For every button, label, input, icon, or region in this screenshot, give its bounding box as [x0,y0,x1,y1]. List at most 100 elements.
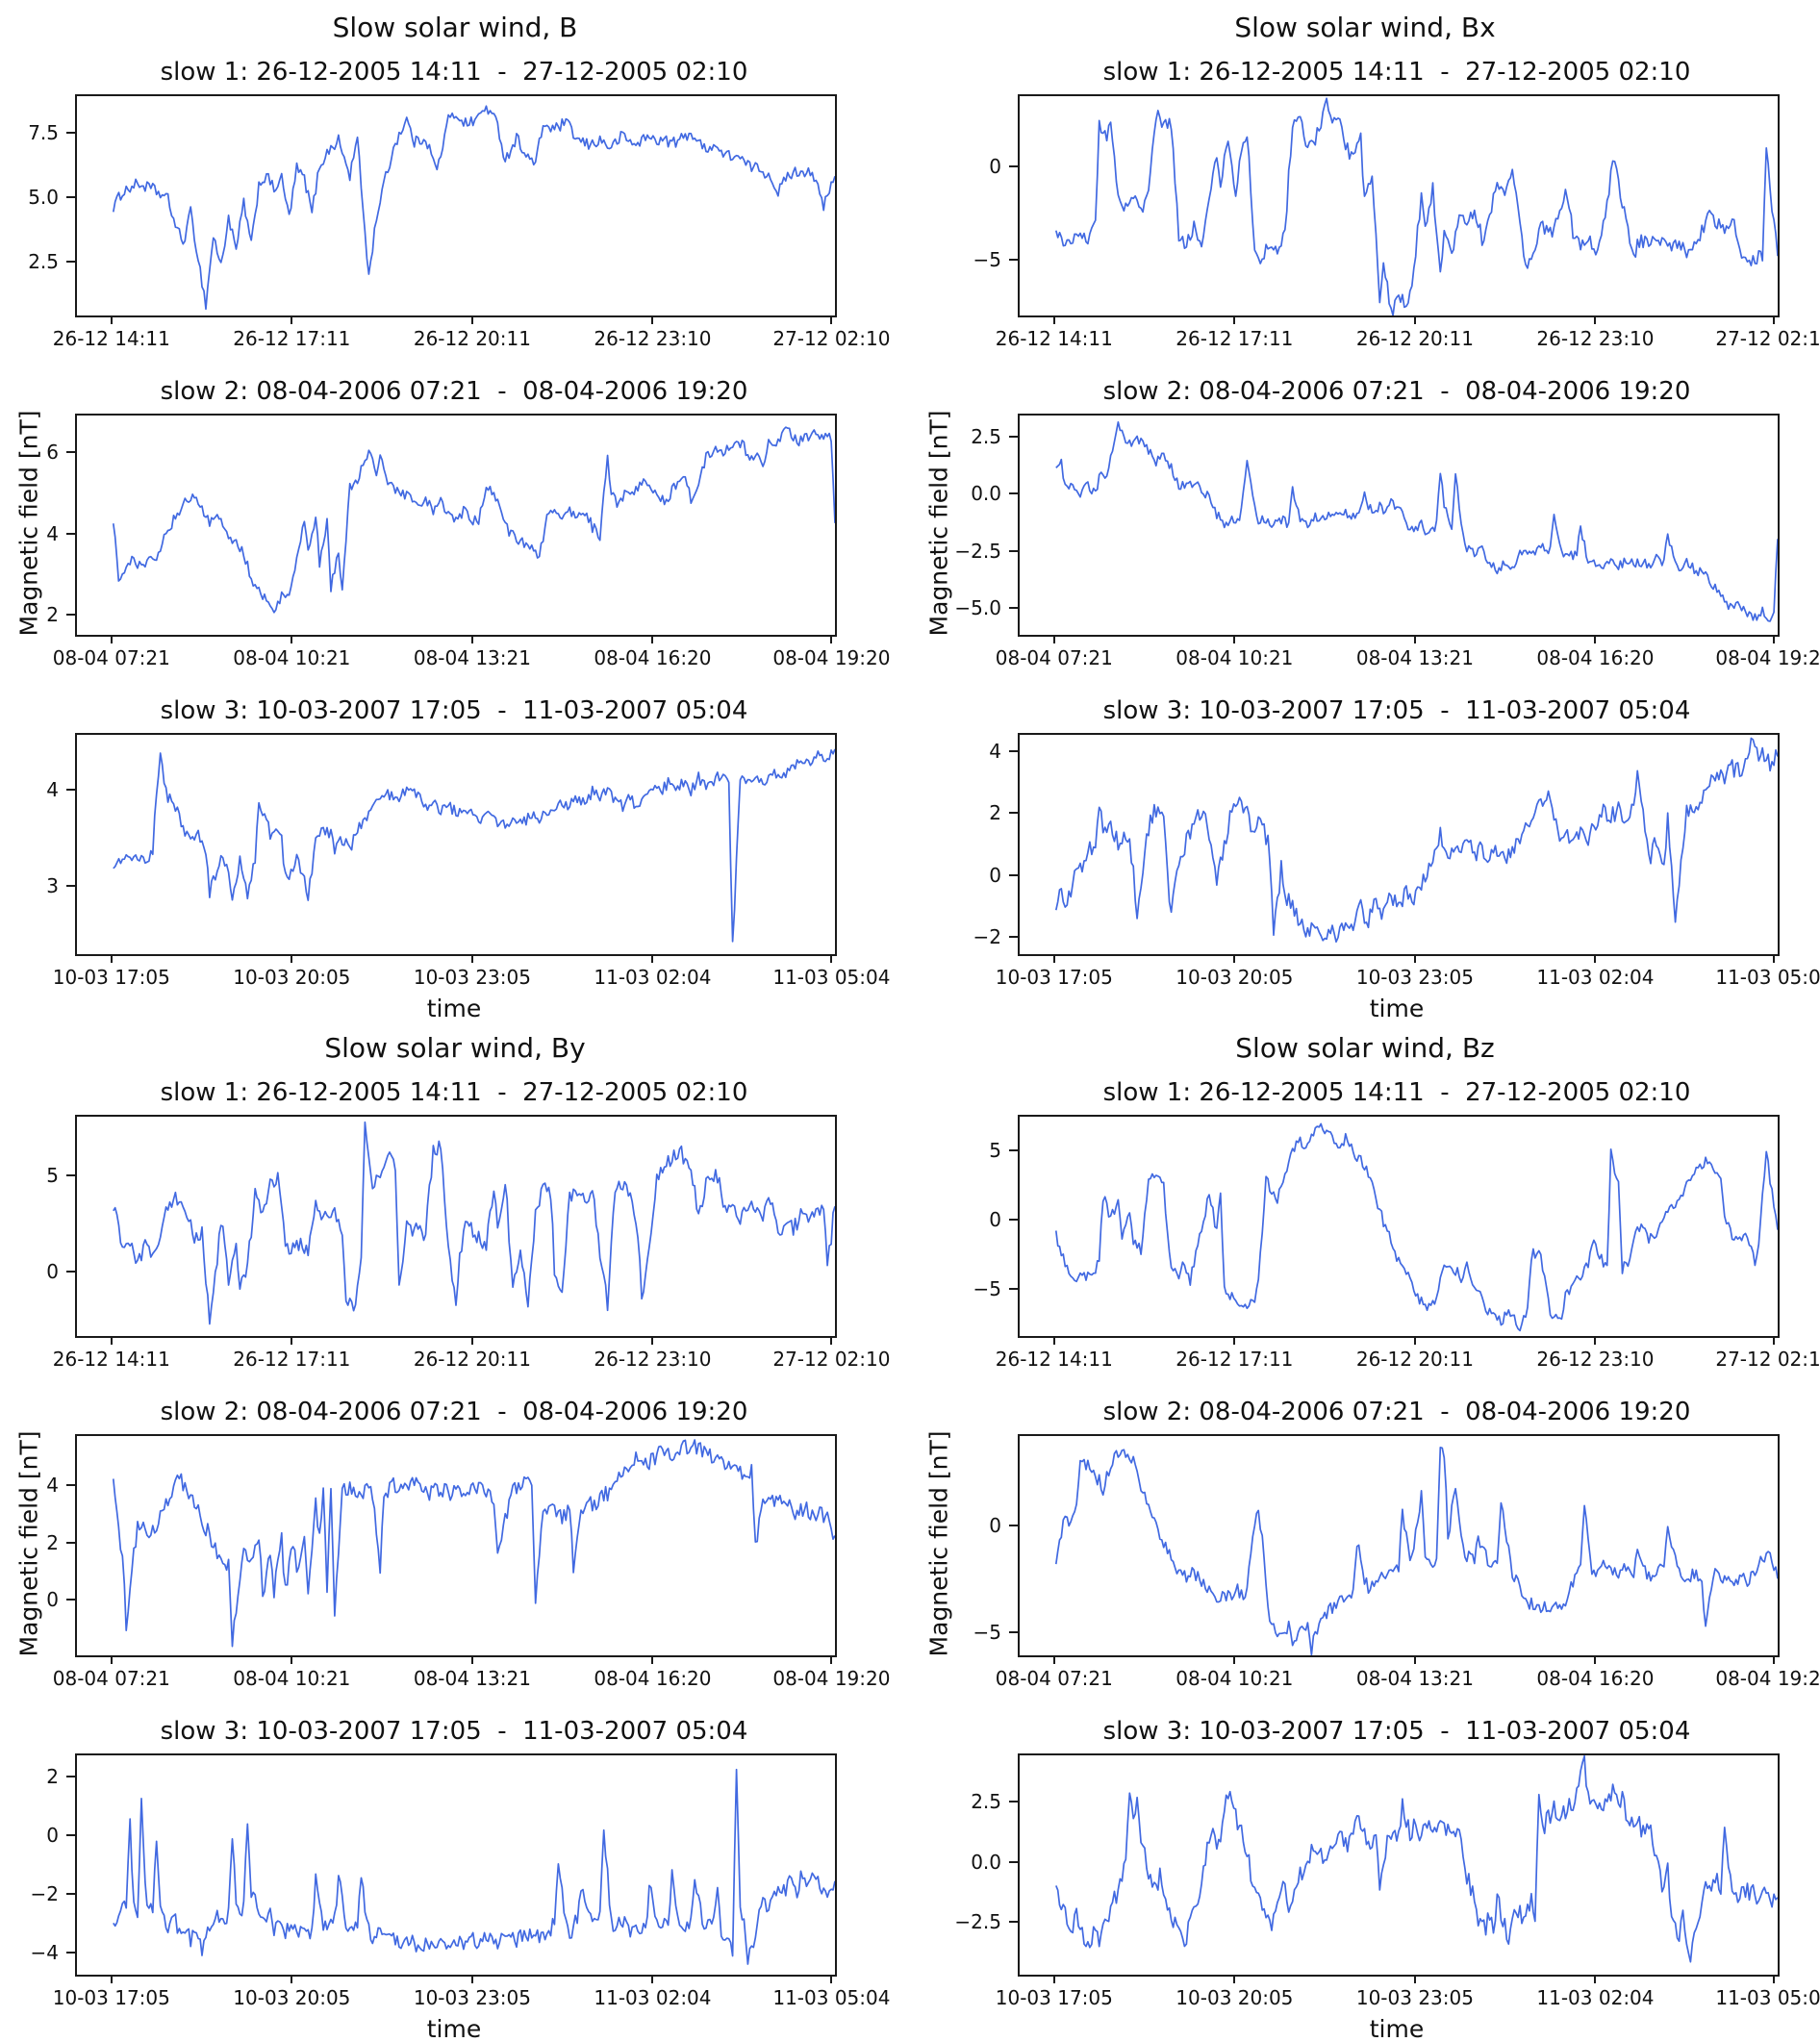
xtick-label: 10-03 20:05 [1175,966,1294,989]
series-line [1054,1446,1778,1655]
xtick-mark [470,1975,473,1983]
x-axis-label: time [1369,2015,1425,2042]
section-title-by: Slow solar wind, By [324,1032,586,1064]
ytick-mark [66,1484,75,1487]
xtick-label: 08-04 07:21 [995,646,1113,669]
ytick-label: 5 [989,1139,1001,1163]
panel-b: Slow solar wind, B slow 1: 26-12-2005 14… [0,0,910,1022]
ytick-label: 4 [46,778,59,802]
plot-area [1018,414,1780,637]
ytick-mark [1009,1525,1018,1527]
xtick-mark [1413,315,1416,324]
series-line [1054,737,1778,944]
ytick-label: 7.5 [28,121,59,145]
ytick-label: −5 [973,1276,1001,1300]
series-line [113,1121,835,1325]
ytick-mark [1009,165,1018,168]
ytick-label: 0 [989,155,1001,179]
xtick-mark [830,1975,833,1983]
series-line [112,105,835,311]
ytick-label: −2.5 [954,539,1001,563]
subplot-title: slow 2: 08-04-2006 07:21 - 08-04-2006 19… [1102,1398,1691,1426]
x-axis-label: time [1369,995,1425,1022]
ytick-label: 5.0 [28,186,59,210]
ytick-label: 0.0 [971,482,1001,506]
ytick-label: −5 [973,1620,1001,1644]
xtick-mark [110,1975,113,1983]
xtick-label: 26-12 17:11 [233,327,351,350]
subplot-by-slow1: slow 1: 26-12-2005 14:11 - 27-12-2005 02… [0,1074,910,1384]
ytick-mark [66,261,75,264]
xtick-label: 08-04 13:21 [1355,646,1474,669]
subplot-bz-slow3: slow 3: 10-03-2007 17:05 - 11-03-2007 05… [910,1713,1820,2042]
ytick-mark [1009,549,1018,552]
xtick-label: 11-03 02:04 [1536,1986,1655,2009]
xtick-mark [1773,1975,1776,1983]
xtick-label: 10-03 17:05 [995,1986,1113,2009]
plot-area [1018,1753,1780,1977]
ytick-mark [1009,258,1018,261]
ytick-label: 2 [46,1530,59,1554]
xtick-label: 08-04 19:20 [772,1667,891,1690]
xtick-mark [1413,954,1416,963]
ytick-label: 4 [46,1474,59,1498]
xtick-label: 26-12 14:11 [995,1348,1113,1371]
plot-area [75,1115,837,1338]
xtick-label: 26-12 20:11 [413,1348,531,1371]
subplot-title: slow 1: 26-12-2005 14:11 - 27-12-2005 02… [1102,1078,1691,1107]
xtick-label: 08-04 10:21 [233,646,351,669]
xtick-mark [1052,635,1055,643]
xtick-mark [1413,635,1416,643]
ytick-label: 0 [989,863,1001,887]
xtick-mark [1052,315,1055,324]
subplot-by-slow3: slow 3: 10-03-2007 17:05 - 11-03-2007 05… [0,1713,910,2042]
xtick-mark [1594,954,1597,963]
ytick-mark [66,1892,75,1895]
xtick-label: 11-03 02:04 [594,1986,712,2009]
panel-bx: Slow solar wind, Bx slow 1: 26-12-2005 1… [910,0,1820,1022]
ytick-mark [66,1270,75,1273]
xtick-mark [1594,315,1597,324]
series-line [112,1439,835,1648]
xtick-label: 11-03 05:04 [1715,1986,1820,2009]
xtick-mark [1773,954,1776,963]
subplot-bx-slow3: slow 3: 10-03-2007 17:05 - 11-03-2007 05… [910,693,1820,1046]
xtick-mark [1773,635,1776,643]
xtick-mark [1233,954,1236,963]
xtick-label: 10-03 20:05 [233,966,351,989]
xtick-mark [1052,1655,1055,1664]
line-chart [1054,97,1778,315]
panel-by: Slow solar wind, By slow 1: 26-12-2005 1… [0,1021,910,2042]
subplot-title: slow 3: 10-03-2007 17:05 - 11-03-2007 05… [160,1717,748,1746]
xtick-mark [1413,1336,1416,1345]
xtick-mark [1594,1336,1597,1345]
subplot-by-slow2: slow 2: 08-04-2006 07:21 - 08-04-2006 19… [0,1394,910,1703]
series-line [1054,97,1778,315]
ytick-mark [1009,1801,1018,1803]
x-axis-label: time [426,2015,482,2042]
ytick-label: −2.5 [954,1910,1001,1934]
ytick-label: 2 [46,1765,59,1789]
xtick-mark [470,1336,473,1345]
xtick-label: 26-12 20:11 [1355,1348,1474,1371]
xtick-label: 08-04 13:21 [1355,1667,1474,1690]
line-chart [1054,1446,1778,1655]
xtick-label: 08-04 07:21 [995,1667,1113,1690]
series-line [1054,1122,1778,1332]
xtick-mark [1773,1655,1776,1664]
xtick-label: 10-03 17:05 [52,1986,170,2009]
ytick-label: 2 [46,603,59,626]
ytick-label: 0.0 [971,1850,1001,1874]
ytick-mark [1009,1149,1018,1152]
xtick-label: 10-03 23:05 [1355,966,1474,989]
xtick-mark [1233,315,1236,324]
xtick-label: 08-04 16:20 [1536,1667,1655,1690]
xtick-label: 08-04 19:20 [772,646,891,669]
xtick-label: 10-03 17:05 [52,966,170,989]
xtick-mark [1594,635,1597,643]
plot-area [1018,1434,1780,1657]
xtick-label: 27-12 02:10 [1715,327,1820,350]
ytick-mark [66,884,75,887]
ytick-label: 0 [989,1514,1001,1538]
